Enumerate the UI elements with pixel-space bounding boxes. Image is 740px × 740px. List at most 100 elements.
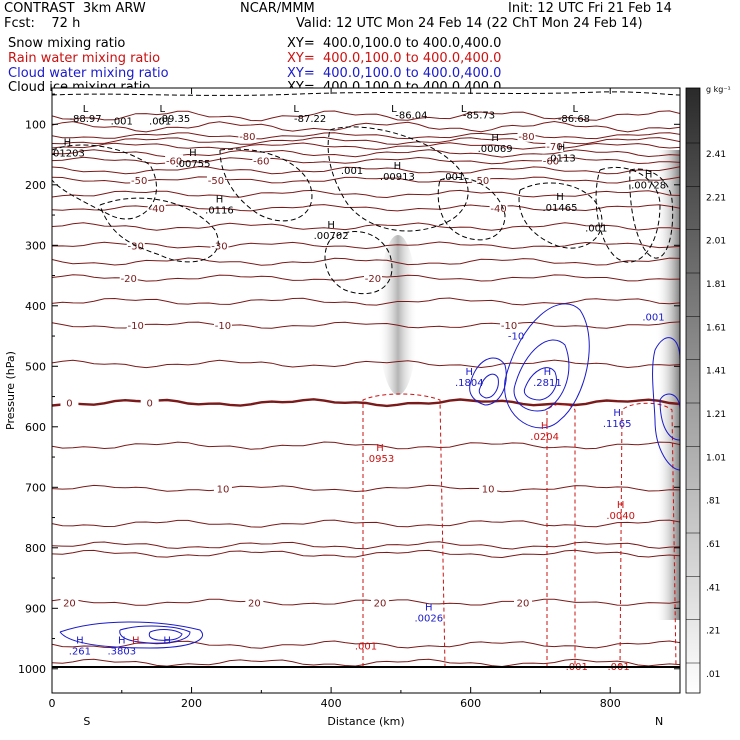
isotherm-label: 20 — [517, 598, 530, 609]
cloud-water-contour — [523, 367, 557, 401]
low-marker: L — [461, 104, 467, 115]
ice-contour — [595, 166, 661, 263]
x-tick-label: 400 — [321, 697, 342, 710]
isotherm-label: 20 — [248, 598, 261, 609]
field-cloud-xy: XY= 400.0,100.0 to 400.0,400.0 — [287, 66, 502, 81]
isotherm-label: -40 — [148, 204, 164, 215]
low-marker: L — [391, 104, 397, 115]
ice-contour — [99, 197, 219, 263]
colorbar-label: 1.81 — [706, 280, 726, 290]
high-marker: H — [132, 635, 140, 646]
contour-value-label: .001 — [341, 166, 363, 177]
extremum-value: .00728 — [631, 181, 666, 192]
valid-time: Valid: 12 UTC Mon 24 Feb 14 (22 ChT Mon … — [296, 16, 643, 31]
y-tick-label: 700 — [25, 481, 46, 494]
isotherm-label: -50 — [473, 176, 489, 187]
extremum-value: .261 — [69, 646, 91, 657]
isotherm-label: 10 — [217, 485, 230, 496]
extremum-value: .00913 — [380, 172, 415, 183]
extremum-value: .0040 — [606, 511, 635, 522]
contour-value-label: -85.73 — [463, 110, 495, 121]
colorbar-label: .41 — [706, 583, 720, 593]
extremum-value: .00755 — [175, 159, 210, 170]
isotherm-minor — [52, 222, 680, 231]
extremum-value: .00069 — [478, 144, 513, 155]
colorbar-label: 1.01 — [706, 453, 726, 463]
colorbar-label: .81 — [706, 497, 720, 507]
cloud-water-contour — [652, 337, 680, 471]
isotherm-label: -60 — [166, 157, 182, 168]
ice-contour — [437, 176, 506, 241]
x-tick-label: 200 — [181, 697, 202, 710]
plot-frame — [51, 87, 681, 694]
low-marker: L — [159, 104, 165, 115]
colorbar-label: 2.01 — [706, 237, 726, 247]
extremum-value: .0953 — [366, 454, 395, 465]
contour-value-label: -86.68 — [558, 114, 590, 125]
contour-value-label: .001 — [585, 223, 607, 234]
isotherm-m80 — [52, 132, 680, 140]
isotherm-label-bg — [517, 129, 536, 142]
high-marker: H — [466, 367, 474, 378]
high-marker: H — [613, 408, 621, 419]
isotherm-label: -30 — [128, 241, 144, 252]
high-marker: H — [491, 133, 499, 144]
south-label: S — [83, 715, 90, 728]
isotherm-label: -10 — [215, 321, 231, 332]
isotherm-minor — [52, 166, 680, 175]
isotherm-label-bg — [370, 596, 389, 609]
high-marker: H — [76, 635, 84, 646]
cloud-water-contour — [504, 303, 590, 429]
y-tick-label: 600 — [25, 421, 46, 434]
isotherm-label-bg — [210, 239, 229, 252]
ice-contour — [629, 168, 674, 259]
isotherm-m70 — [52, 142, 680, 150]
isotherm-m30 — [52, 241, 680, 250]
high-marker: H — [541, 421, 549, 432]
high-marker: H — [544, 367, 552, 378]
isotherm-label: 0 — [66, 399, 72, 410]
isotherm-label: -80 — [239, 132, 255, 143]
isotherm-label-bg — [500, 319, 519, 332]
x-axis-label: Distance (km) — [327, 715, 404, 728]
center-label: NCAR/MMM — [240, 1, 315, 16]
high-marker: H — [163, 635, 171, 646]
extremum-value: .0116 — [205, 205, 234, 216]
isotherm-label: 20 — [63, 598, 76, 609]
colorbar-label: .21 — [706, 627, 720, 637]
contour-value-label: .001 — [111, 116, 133, 127]
isotherm-20 — [52, 598, 680, 606]
isotherm-minor — [52, 136, 680, 145]
isotherm-minor — [52, 658, 680, 668]
x-tick-label: 0 — [49, 697, 56, 710]
ice-contour — [327, 126, 469, 232]
isotherm-label-bg — [147, 201, 166, 214]
rain-contour — [546, 403, 576, 667]
isotherm-label-bg — [545, 140, 564, 153]
isotherm-label-bg — [140, 396, 159, 409]
field-snow-name: Snow mixing ratio — [8, 36, 126, 51]
high-marker: H — [216, 194, 224, 205]
isotherm-label: -60 — [543, 157, 559, 168]
colorbar-label: .01 — [706, 670, 720, 680]
high-marker: H — [394, 161, 402, 172]
isotherm-minor — [52, 359, 680, 369]
colorbar-unit: g kg⁻¹ — [706, 85, 731, 94]
ice-contour — [324, 231, 393, 295]
cloud-water-contour — [513, 339, 570, 412]
extremum-value: .0113 — [547, 153, 576, 164]
field-rain-name: Rain water mixing ratio — [8, 51, 161, 66]
y-tick-label: 400 — [25, 300, 46, 313]
isotherm-label: -20 — [365, 274, 381, 285]
snow-shading-right — [655, 150, 680, 620]
isotherm-label: -10 — [128, 321, 144, 332]
x-tick-label: 800 — [600, 697, 621, 710]
cloud-water-contour — [469, 357, 507, 406]
isotherm-label-bg — [541, 154, 560, 167]
isotherm-label: -10 — [501, 321, 517, 332]
y-tick-label: 200 — [25, 179, 46, 192]
isotherm-m50 — [52, 176, 680, 184]
isotherm-label-bg — [252, 154, 271, 167]
isotherm-label-bg — [126, 319, 145, 332]
